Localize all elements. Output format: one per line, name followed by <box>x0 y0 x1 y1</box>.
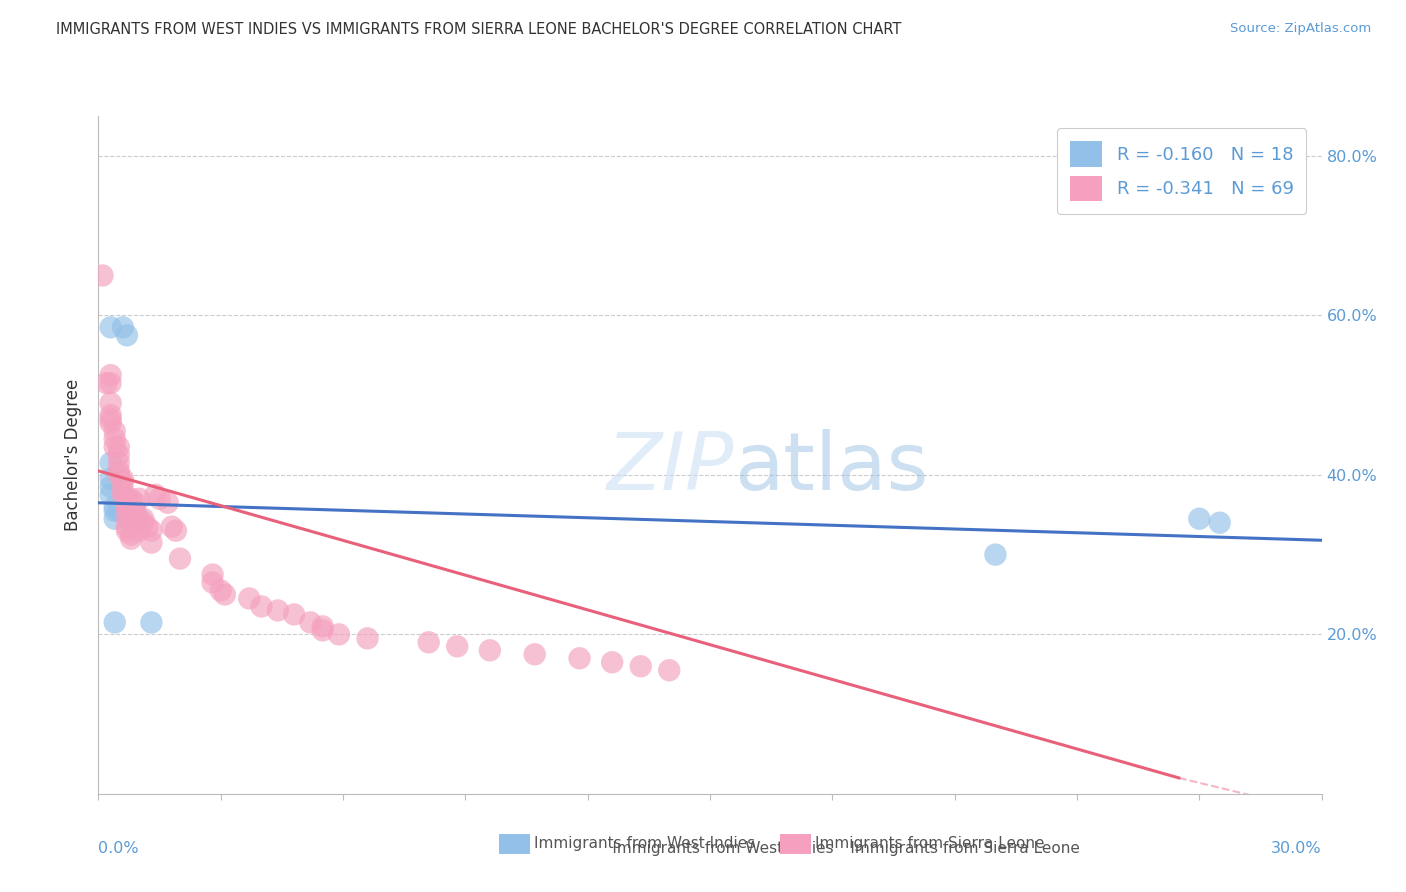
Point <box>108 464 131 478</box>
Point <box>120 527 142 541</box>
Y-axis label: Bachelor's Degree: Bachelor's Degree <box>65 379 83 531</box>
Point <box>238 591 260 606</box>
Point <box>100 368 122 383</box>
Point <box>100 480 122 494</box>
Text: 0.0%: 0.0% <box>98 841 139 856</box>
Point <box>132 512 155 526</box>
Point <box>108 448 131 462</box>
Point <box>149 491 172 506</box>
Point <box>104 512 127 526</box>
Point <box>124 504 146 518</box>
Point <box>658 663 681 677</box>
Point <box>104 440 127 454</box>
Point <box>1188 512 1211 526</box>
Point <box>312 619 335 633</box>
Point <box>141 524 163 538</box>
Point <box>115 328 138 343</box>
Point <box>115 524 138 538</box>
Point <box>108 440 131 454</box>
Point <box>299 615 322 630</box>
Point <box>156 496 179 510</box>
Point <box>145 488 167 502</box>
Legend: R = -0.160   N = 18, R = -0.341   N = 69: R = -0.160 N = 18, R = -0.341 N = 69 <box>1057 128 1306 214</box>
Point <box>100 472 122 486</box>
Point <box>120 532 142 546</box>
Point <box>132 516 155 530</box>
Point <box>523 648 546 662</box>
Point <box>100 416 122 430</box>
Text: Immigrants from Sierra Leone: Immigrants from Sierra Leone <box>827 841 1080 856</box>
Point <box>1209 516 1232 530</box>
Text: ZIP: ZIP <box>607 429 734 508</box>
Point <box>165 524 187 538</box>
Point <box>100 396 122 410</box>
Point <box>111 472 134 486</box>
Point <box>630 659 652 673</box>
Point <box>283 607 305 622</box>
Point <box>100 456 122 470</box>
Text: Source: ZipAtlas.com: Source: ZipAtlas.com <box>1230 22 1371 36</box>
Point <box>214 587 236 601</box>
Point <box>478 643 501 657</box>
Point <box>169 551 191 566</box>
Point <box>120 491 142 506</box>
Point <box>600 655 623 669</box>
Point <box>128 491 150 506</box>
Point <box>201 567 224 582</box>
Point <box>136 519 159 533</box>
Point <box>111 483 134 498</box>
Point <box>108 467 131 482</box>
Point <box>128 524 150 538</box>
Point <box>312 624 335 638</box>
Point <box>100 376 122 391</box>
Point <box>111 320 134 334</box>
Point <box>209 583 232 598</box>
Point <box>128 512 150 526</box>
Point <box>984 548 1007 562</box>
Point <box>115 491 138 506</box>
Point <box>104 432 127 446</box>
Text: Immigrants from Sierra Leone: Immigrants from Sierra Leone <box>815 837 1045 851</box>
Text: atlas: atlas <box>734 429 929 508</box>
Point <box>141 535 163 549</box>
Point <box>100 408 122 422</box>
Point <box>568 651 591 665</box>
Point <box>108 456 131 470</box>
Point <box>115 519 138 533</box>
Point <box>115 500 138 514</box>
Point <box>100 320 122 334</box>
Point <box>104 500 127 514</box>
Point <box>356 632 378 646</box>
Point <box>446 640 468 654</box>
Point <box>160 519 183 533</box>
Point <box>115 512 138 526</box>
Point <box>141 615 163 630</box>
Point <box>124 508 146 522</box>
Point <box>96 376 118 391</box>
Point <box>115 496 138 510</box>
Point <box>201 575 224 590</box>
Text: Immigrants from West Indies: Immigrants from West Indies <box>588 841 834 856</box>
Point <box>100 412 122 426</box>
Point <box>120 512 142 526</box>
Point <box>328 627 350 641</box>
Point <box>418 635 440 649</box>
Point <box>111 488 134 502</box>
Text: IMMIGRANTS FROM WEST INDIES VS IMMIGRANTS FROM SIERRA LEONE BACHELOR'S DEGREE CO: IMMIGRANTS FROM WEST INDIES VS IMMIGRANT… <box>56 22 901 37</box>
Point <box>104 424 127 438</box>
Point <box>100 488 122 502</box>
Point <box>111 475 134 490</box>
Point <box>115 504 138 518</box>
Point <box>124 516 146 530</box>
Point <box>104 504 127 518</box>
Point <box>128 516 150 530</box>
Point <box>267 603 290 617</box>
Point <box>108 504 131 518</box>
Text: Immigrants from West Indies: Immigrants from West Indies <box>534 837 755 851</box>
Point <box>104 615 127 630</box>
Point <box>250 599 273 614</box>
Point <box>124 496 146 510</box>
Point <box>91 268 114 283</box>
Text: 30.0%: 30.0% <box>1271 841 1322 856</box>
